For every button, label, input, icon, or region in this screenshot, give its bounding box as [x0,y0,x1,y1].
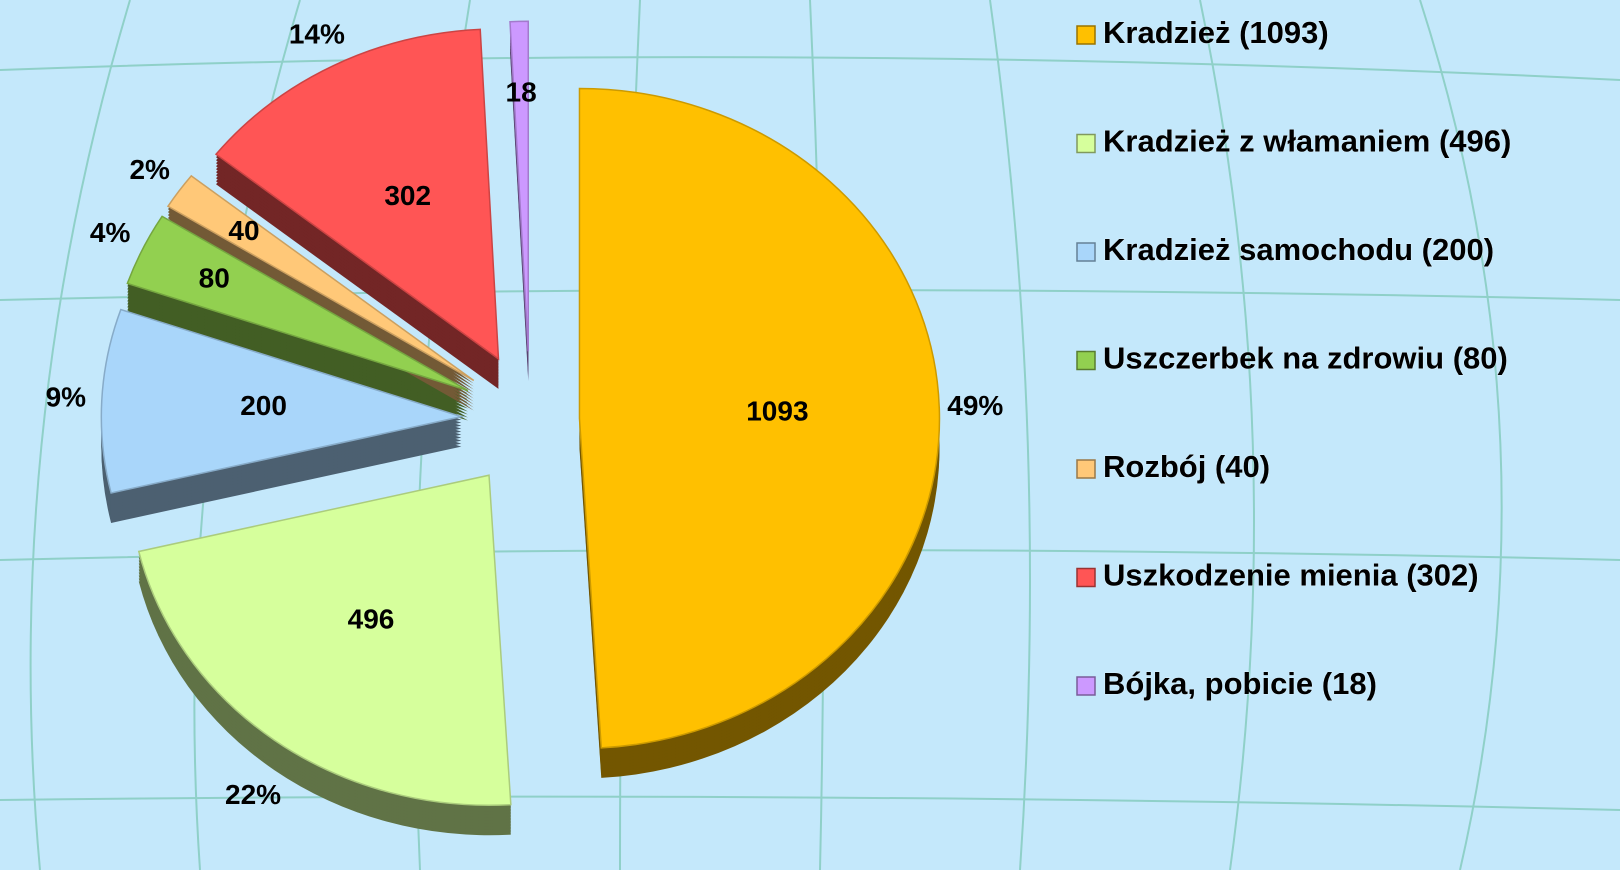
legend-label: Uszczerbek na zdrowiu (80) [1103,341,1508,376]
slice [214,28,500,361]
slice [100,308,465,494]
value-label: 80 [199,263,230,294]
legend-swatch [1076,567,1096,588]
legend-swatch [1076,133,1096,154]
value-label: 18 [506,76,537,107]
slice [166,174,475,382]
percent-label: 14% [289,19,345,50]
value-label: 496 [348,603,395,634]
legend-swatch [1076,459,1096,479]
slice [578,87,941,749]
legend-label: Bójka, pobicie (18) [1103,666,1377,701]
legend-label: Rozbój (40) [1103,449,1270,484]
legend-swatch [1076,350,1096,371]
legend-label: Kradzież (1093) [1103,15,1329,50]
legend-swatch [1076,242,1096,262]
value-label: 200 [240,390,287,421]
percent-label: 4% [90,217,131,248]
slice [137,474,512,806]
percent-label: 9% [46,381,87,412]
percent-label: 49% [947,390,1003,421]
legend-label: Kradzież samochodu (200) [1103,232,1494,267]
legend-label: Kradzież z włamaniem (496) [1103,124,1511,159]
legend-swatch [1076,25,1096,45]
value-label: 1093 [746,395,808,426]
slice [126,215,469,392]
percent-label: 2% [129,154,170,185]
percent-label: 1% [498,0,539,2]
legend-swatch [1076,676,1096,696]
value-label: 302 [384,180,431,211]
value-label: 40 [228,215,259,246]
percent-label: 22% [225,779,281,810]
legend-label: Uszkodzenie mienia (302) [1103,558,1479,593]
slice [509,20,530,352]
